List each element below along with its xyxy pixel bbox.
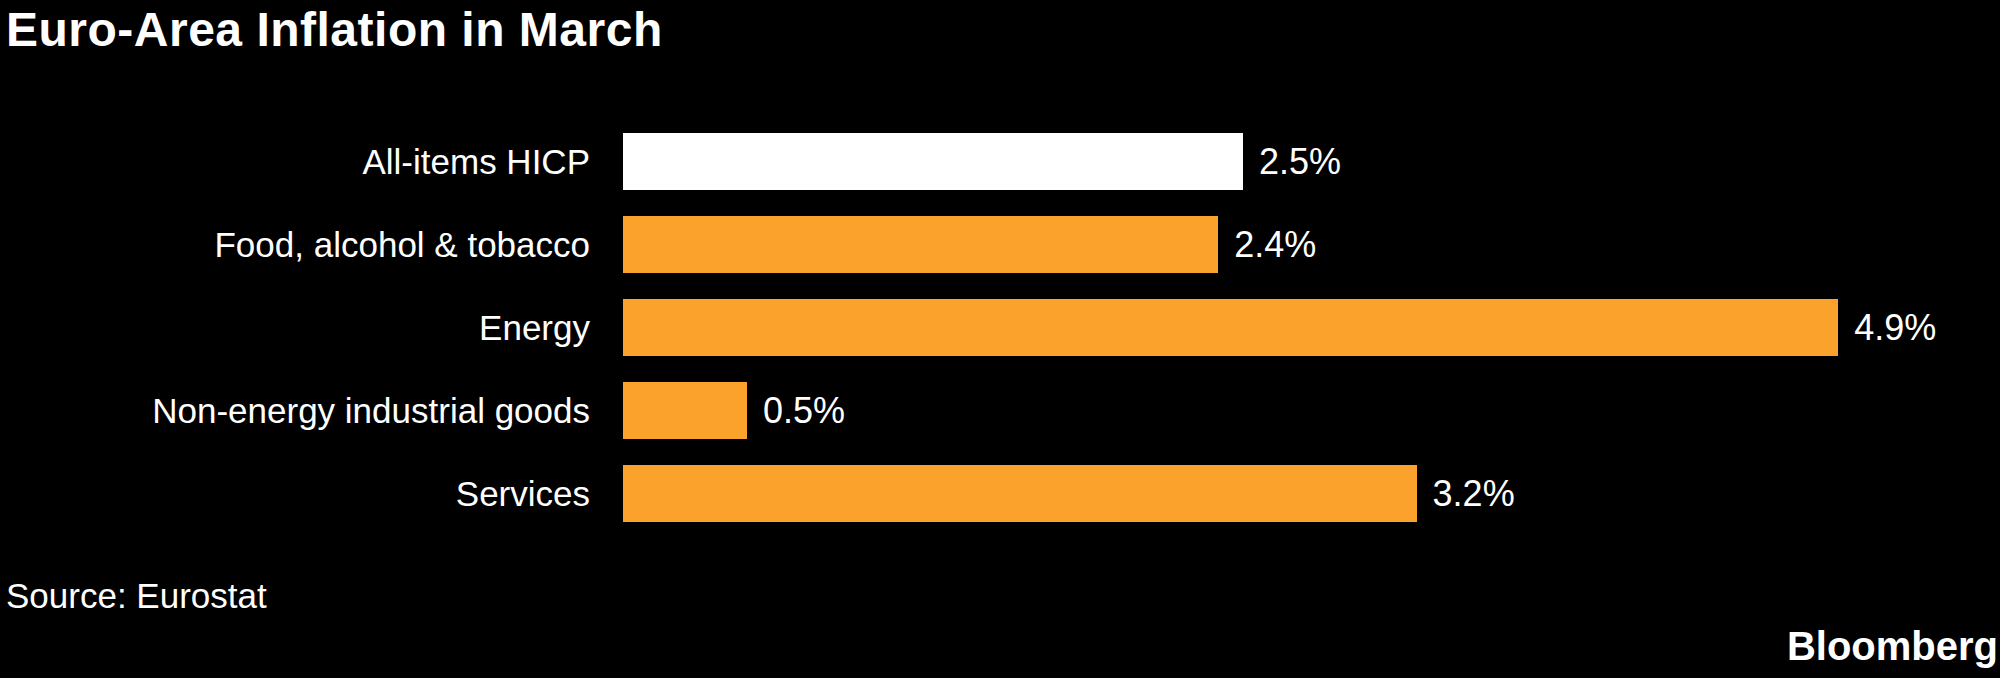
bar-rows-container: All-items HICP 2.5% Food, alcohol & tobacc… [0,120,2000,535]
category-label: All-items HICP [0,142,623,182]
category-label: Non-energy industrial goods [0,391,623,431]
bar [623,299,1838,356]
bar [623,133,1243,190]
bar-row: Food, alcohol & tobacco 2.4% [0,203,2000,286]
category-label: Food, alcohol & tobacco [0,225,623,265]
value-label: 4.9% [1854,307,1936,349]
value-label: 3.2% [1433,473,1515,515]
category-label: Services [0,474,623,514]
value-label: 2.4% [1234,224,1316,266]
bar [623,382,747,439]
bar-row: Services 3.2% [0,452,2000,535]
bar [623,216,1218,273]
bar-row: Energy 4.9% [0,286,2000,369]
source-note: Source: Eurostat [6,576,267,616]
chart-title: Euro-Area Inflation in March [6,2,663,57]
bar-row: All-items HICP 2.5% [0,120,2000,203]
bloomberg-logo: Bloomberg [1787,624,1998,669]
category-label: Energy [0,308,623,348]
bar-row: Non-energy industrial goods 0.5% [0,369,2000,452]
value-label: 2.5% [1259,141,1341,183]
value-label: 0.5% [763,390,845,432]
inflation-bar-chart: Euro-Area Inflation in March All-items H… [0,0,2000,678]
bar [623,465,1417,522]
